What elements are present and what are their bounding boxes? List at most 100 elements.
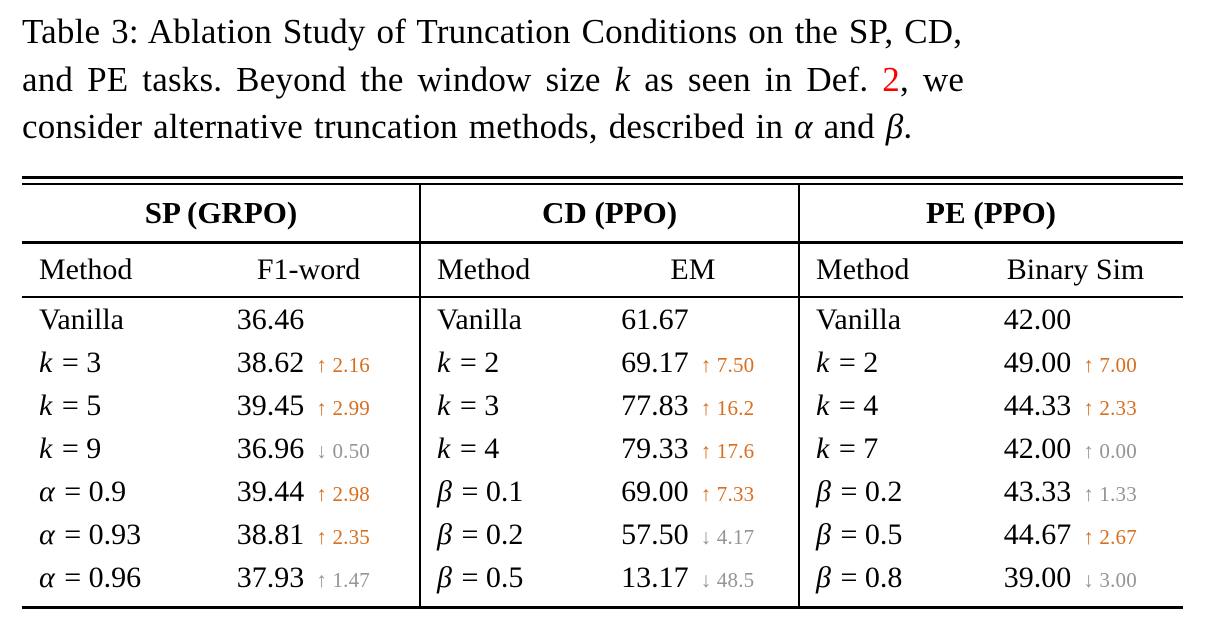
subheader-group-cd: Method EM — [420, 244, 799, 296]
delta-badge: ↓ 4.17 — [700, 524, 755, 549]
method-value: = 0.2 — [833, 474, 903, 508]
method-variable: α — [39, 474, 55, 508]
method-variable: β — [436, 560, 452, 594]
value-cell: 36.46 — [197, 303, 420, 337]
group-cell: Vanilla 36.46 — [22, 298, 420, 341]
metric-value: 39.44 — [236, 474, 305, 508]
group-title-sp: SP (GRPO) — [144, 195, 298, 230]
method-cell: k = 4 — [799, 389, 968, 423]
method-variable: β — [816, 517, 831, 551]
delta-badge: ↑ 16.2 — [700, 395, 755, 420]
value-cell: 39.44 ↑ 2.98 — [197, 475, 420, 509]
math-symbol: α — [794, 107, 813, 146]
definition-ref-link[interactable]: 2 — [882, 59, 900, 99]
caption-text: and — [812, 107, 886, 146]
method-cell: β = 0.5 — [420, 561, 587, 595]
header-rule — [22, 241, 1183, 244]
method-value: = 0.2 — [453, 517, 524, 551]
metric-value: 57.50 — [621, 517, 689, 551]
delta-badge: ↑ 7.00 — [1083, 352, 1137, 377]
table-row: k = 9 36.96 ↓ 0.50 k = 4 79.33 ↑ 17.6 k = 7 42.… — [22, 427, 1183, 470]
value-cell: 49.00 ↑ 7.00 — [968, 346, 1183, 380]
group-cell: Vanilla 42.00 — [799, 298, 1183, 341]
group-cell: β = 0.2 43.33 ↑ 1.33 — [799, 470, 1183, 513]
table-body: Vanilla 36.46 Vanilla 61.67 Vanilla 42.00 k = … — [22, 298, 1183, 606]
method-cell: α = 0.96 — [22, 561, 197, 595]
metric-value: 39.00 — [1003, 560, 1072, 594]
value-cell: 44.67 ↑ 2.67 — [968, 518, 1183, 552]
group-cell: k = 3 38.62 ↑ 2.16 — [22, 341, 420, 384]
method-cell: k = 5 — [22, 389, 197, 423]
method-variable: k — [816, 388, 830, 422]
delta-badge: ↑ 7.50 — [700, 352, 755, 377]
delta-badge: ↑ 2.33 — [1083, 395, 1137, 420]
method-variable: k — [39, 388, 53, 422]
method-variable: k — [436, 345, 451, 379]
value-cell: 38.81 ↑ 2.35 — [197, 518, 420, 552]
method-value: = 2 — [452, 345, 500, 379]
delta-badge: ↑ 2.67 — [1083, 524, 1137, 549]
group-title-pe: PE (PPO) — [926, 195, 1057, 230]
metric-value: 39.45 — [236, 388, 305, 422]
caption-text: as seen in Def. — [630, 59, 883, 99]
method-value: = 0.96 — [56, 560, 142, 594]
method-variable: α — [39, 560, 55, 594]
value-cell: 43.33 ↑ 1.33 — [968, 475, 1183, 509]
value-cell: 77.83 ↑ 16.2 — [587, 389, 799, 423]
subheader-group-sp: Method F1-word — [22, 244, 420, 296]
value-cell: 61.67 — [587, 303, 799, 337]
metric-value: 37.93 — [236, 560, 305, 594]
delta-badge: ↑ 7.33 — [700, 481, 755, 506]
metric-value: 44.67 — [1003, 517, 1072, 551]
table-grid: SP (GRPO) CD (PPO) PE (PPO) Method F1-wo… — [22, 185, 1183, 606]
method-value: = 0.9 — [56, 474, 127, 508]
table-row: k = 3 38.62 ↑ 2.16 k = 2 69.17 ↑ 7.50 k = 2 49.… — [22, 341, 1183, 384]
method-cell: Vanilla — [816, 302, 902, 336]
metric-value: 38.62 — [236, 345, 305, 379]
value-cell: 39.45 ↑ 2.99 — [197, 389, 420, 423]
table-row: α = 0.93 38.81 ↑ 2.35 β = 0.2 57.50 ↓ 4.17 β =… — [22, 513, 1183, 556]
method-cell: k = 9 — [22, 432, 197, 466]
method-value: = 2 — [831, 345, 879, 379]
method-value: = 5 — [54, 388, 102, 422]
method-value: = 0.8 — [833, 560, 903, 594]
top-double-rule — [22, 176, 1183, 185]
caption-text: consider alternative truncation methods,… — [22, 107, 795, 146]
metric-value: 49.00 — [1003, 345, 1072, 379]
metric-value: 13.17 — [621, 560, 689, 594]
delta-badge: ↑ 1.47 — [316, 567, 370, 592]
delta-badge: ↑ 2.98 — [316, 481, 370, 506]
method-cell: β = 0.2 — [420, 518, 587, 552]
table-row: α = 0.9 39.44 ↑ 2.98 β = 0.1 69.00 ↑ 7.33 β = … — [22, 470, 1183, 513]
method-cell: k = 2 — [420, 346, 587, 380]
group-cell: α = 0.93 38.81 ↑ 2.35 — [22, 513, 420, 556]
method-variable: k — [816, 345, 830, 379]
method-cell: Vanilla — [39, 302, 124, 336]
method-cell: k = 4 — [420, 432, 587, 466]
value-cell: 36.96 ↓ 0.50 — [197, 432, 420, 466]
metric-value: 77.83 — [621, 388, 689, 422]
column-header-method: Method — [39, 253, 133, 286]
method-cell: β = 0.5 — [799, 518, 968, 552]
value-cell: 69.00 ↑ 7.33 — [587, 475, 799, 509]
group-cell: β = 0.5 44.67 ↑ 2.67 — [799, 513, 1183, 556]
metric-value: 43.33 — [1003, 474, 1072, 508]
group-title-cd: CD (PPO) — [541, 195, 678, 230]
method-cell: β = 0.8 — [799, 561, 968, 595]
method-value: = 0.5 — [833, 517, 903, 551]
value-cell: 38.62 ↑ 2.16 — [197, 346, 420, 380]
method-variable: k — [436, 431, 451, 465]
metric-value: 79.33 — [621, 431, 689, 465]
method-cell: k = 7 — [799, 432, 968, 466]
group-cell: k = 9 36.96 ↓ 0.50 — [22, 427, 420, 470]
metric-value: 36.46 — [236, 302, 305, 336]
method-cell: α = 0.9 — [22, 475, 197, 509]
method-variable: β — [816, 474, 831, 508]
method-cell: Vanilla — [436, 302, 522, 336]
method-variable: β — [436, 517, 452, 551]
metric-value: 61.67 — [621, 302, 689, 336]
value-cell: 57.50 ↓ 4.17 — [587, 518, 799, 552]
value-cell: 13.17 ↓ 48.5 — [587, 561, 799, 595]
method-value: = 9 — [54, 431, 102, 465]
delta-badge: ↑ 1.33 — [1083, 481, 1137, 506]
